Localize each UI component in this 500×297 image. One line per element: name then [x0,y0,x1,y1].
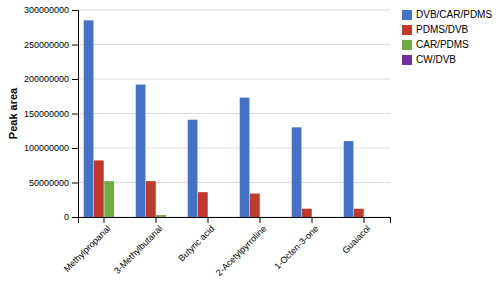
legend-swatch [402,55,412,65]
grid-line [78,10,390,11]
tick-mark [260,217,261,223]
tick-mark [364,217,365,223]
tick-mark [156,217,157,223]
tick-mark [72,148,78,149]
tick-label: 150000000 [24,109,69,119]
tick: Butyric acid [176,217,216,263]
bar [240,98,250,217]
grid-line [78,44,390,45]
axis-title: Peak area [7,87,19,139]
legend-label: PDMS/DVB [416,24,469,35]
bar [84,20,94,217]
bar [146,181,156,217]
series [104,181,166,217]
bars [84,20,364,217]
x-axis: Methylpropanal3-Methylbutanal Butyric aci… [62,217,391,278]
bar [219,217,229,218]
tick-label: 2-Acetylpyrroline [214,223,268,277]
bar [260,217,270,218]
plot: 0 50000000 100000000 150000000 200000000 2500… [24,5,391,278]
grid-line [78,113,390,114]
tick-mark [104,217,105,223]
legend-swatch [402,10,412,20]
bar [198,192,208,217]
tick: 100000000 [24,143,78,153]
bar [292,127,302,217]
legend-label: CAR/PDMS [416,39,469,50]
tick: Guaiacol [340,217,372,256]
bar [344,141,354,217]
tick-label: 300000000 [24,5,69,15]
tick-label: 3-Methylbutanal [112,223,164,275]
tick-mark [312,217,313,223]
bar [115,217,125,218]
legend-label: DVB/CAR/PDMS [416,9,492,20]
bar [167,217,177,218]
grid-line [78,79,390,80]
bar [323,217,333,218]
bar [375,217,385,218]
y-axis: 0 50000000 100000000 150000000 200000000 2500… [24,5,79,222]
tick: 200000000 [24,74,78,84]
bar [136,85,146,217]
tick-label: 100000000 [24,143,69,153]
tick-label: 250000000 [24,40,69,50]
tick: 1-Octen-3-one [272,217,320,272]
bar [312,217,322,218]
legend: DVB/CAR/PDMS PDMS/DVB CAR/PDMS CW/DVB [402,9,492,65]
tick-label: 0 [64,212,69,222]
grid [78,10,390,217]
bar [156,215,166,217]
bar [94,160,104,217]
axis-line [72,11,79,218]
bar [104,181,114,217]
legend-swatch [402,25,412,35]
legend-item: PDMS/DVB [402,24,469,35]
bar [302,209,312,217]
bar [271,217,281,218]
bar [354,209,364,217]
legend-label: CW/DVB [416,54,456,65]
tick-label: Guaiacol [340,223,372,255]
series [94,160,364,217]
legend-item: CW/DVB [402,54,456,65]
tick-label: 50000000 [29,178,69,188]
chart: 0 50000000 100000000 150000000 200000000 2500… [0,0,500,297]
tick-mark [72,10,78,11]
legend-item: DVB/CAR/PDMS [402,9,492,20]
grid-line [78,148,390,149]
tick-label: 1-Octen-3-one [272,223,320,271]
tick: Methylpropanal [62,217,113,274]
grid-line [78,182,390,183]
tick-label: Butyric acid [176,223,216,263]
legend-item: CAR/PDMS [402,39,469,50]
bar [364,217,374,218]
tick-mark [72,114,78,115]
tick-label: 200000000 [24,74,69,84]
tick-mark [72,79,78,80]
tick: 300000000 [24,5,78,15]
axis-line [79,218,391,224]
tick-mark [72,183,78,184]
tick-mark [208,217,209,223]
tick: 250000000 [24,40,78,50]
series [84,20,354,217]
legend-swatch [402,40,412,50]
tick-mark [72,217,78,218]
tick-mark [72,45,78,46]
bar [250,194,260,217]
tick: 3-Methylbutanal [112,217,164,276]
tick: 150000000 [24,109,78,119]
bar [208,217,218,218]
tick: 50000000 [29,178,78,188]
tick-label: Methylpropanal [62,223,113,274]
tick: 2-Acetylpyrroline [214,217,268,278]
bar [188,120,198,217]
tick: 0 [64,212,78,222]
